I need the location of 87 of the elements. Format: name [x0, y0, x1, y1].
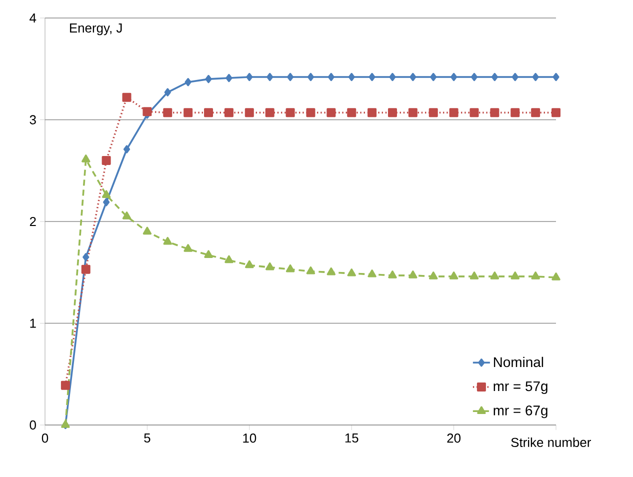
point: [470, 108, 479, 118]
point: [204, 250, 213, 258]
point: [82, 154, 90, 162]
point: [102, 156, 111, 165]
point: [224, 108, 234, 118]
point: [184, 108, 193, 118]
point: [184, 78, 192, 86]
point: [328, 72, 334, 82]
point: [226, 74, 232, 82]
point: [491, 72, 498, 82]
legend-label: Nominal: [494, 356, 544, 368]
point: [552, 272, 560, 280]
point: [265, 262, 274, 270]
y-tick-label: 0: [30, 420, 36, 430]
legend-label: mr = 57g: [494, 381, 548, 394]
point: [184, 244, 192, 252]
point: [408, 108, 418, 118]
y-axis-title: Energy, J: [70, 24, 122, 36]
point: [532, 72, 539, 82]
point: [368, 270, 376, 278]
point: [224, 255, 234, 264]
point: [163, 236, 172, 245]
point: [246, 72, 253, 82]
point: [347, 268, 356, 276]
point: [142, 226, 152, 235]
point: [163, 108, 172, 118]
point: [490, 108, 500, 118]
point: [266, 72, 274, 82]
point: [122, 92, 132, 102]
point: [122, 212, 132, 220]
point: [368, 72, 376, 82]
x-tick-label: 5: [144, 434, 150, 443]
point: [103, 198, 110, 206]
point: [306, 266, 316, 274]
point: [326, 267, 336, 276]
point: [552, 108, 560, 118]
point: [60, 380, 70, 390]
point: [348, 72, 355, 82]
point: [102, 190, 111, 198]
y-tick-label: 4: [30, 14, 36, 22]
point: [531, 272, 540, 280]
point: [450, 72, 458, 82]
point: [204, 108, 214, 118]
point: [326, 108, 336, 118]
point: [244, 108, 254, 118]
point: [123, 145, 130, 154]
point: [286, 108, 295, 118]
point: [510, 108, 520, 118]
point: [388, 270, 397, 278]
point: [410, 72, 416, 82]
point: [388, 108, 397, 118]
point: [389, 72, 396, 82]
point: [408, 270, 418, 278]
x-axis-title: Strike number: [511, 438, 591, 448]
point: [512, 72, 518, 82]
legend-label: mr = 67g: [494, 406, 548, 418]
point: [286, 72, 294, 82]
point: [368, 108, 377, 118]
point: [429, 272, 438, 280]
point: [531, 108, 540, 118]
x-tick-label: 15: [345, 434, 358, 443]
point: [265, 108, 274, 118]
point: [142, 107, 152, 116]
point: [428, 108, 438, 118]
point: [552, 72, 560, 82]
point: [306, 108, 316, 118]
y-tick-label: 3: [30, 115, 36, 124]
point: [245, 260, 254, 268]
x-tick-label: 20: [447, 434, 461, 443]
point: [510, 272, 520, 280]
point: [347, 108, 356, 118]
point: [449, 272, 458, 280]
y-tick-label: 1: [30, 318, 36, 328]
point: [470, 72, 478, 82]
point: [430, 72, 437, 82]
point: [82, 253, 90, 262]
point: [490, 272, 500, 280]
point: [470, 272, 479, 280]
point: [205, 74, 212, 84]
point: [307, 72, 314, 82]
x-tick-label: 10: [243, 434, 256, 443]
point: [164, 88, 171, 96]
point: [449, 108, 458, 118]
point: [81, 264, 90, 274]
x-tick-label: 0: [42, 434, 48, 443]
y-tick-label: 2: [30, 216, 36, 226]
point: [286, 264, 295, 272]
